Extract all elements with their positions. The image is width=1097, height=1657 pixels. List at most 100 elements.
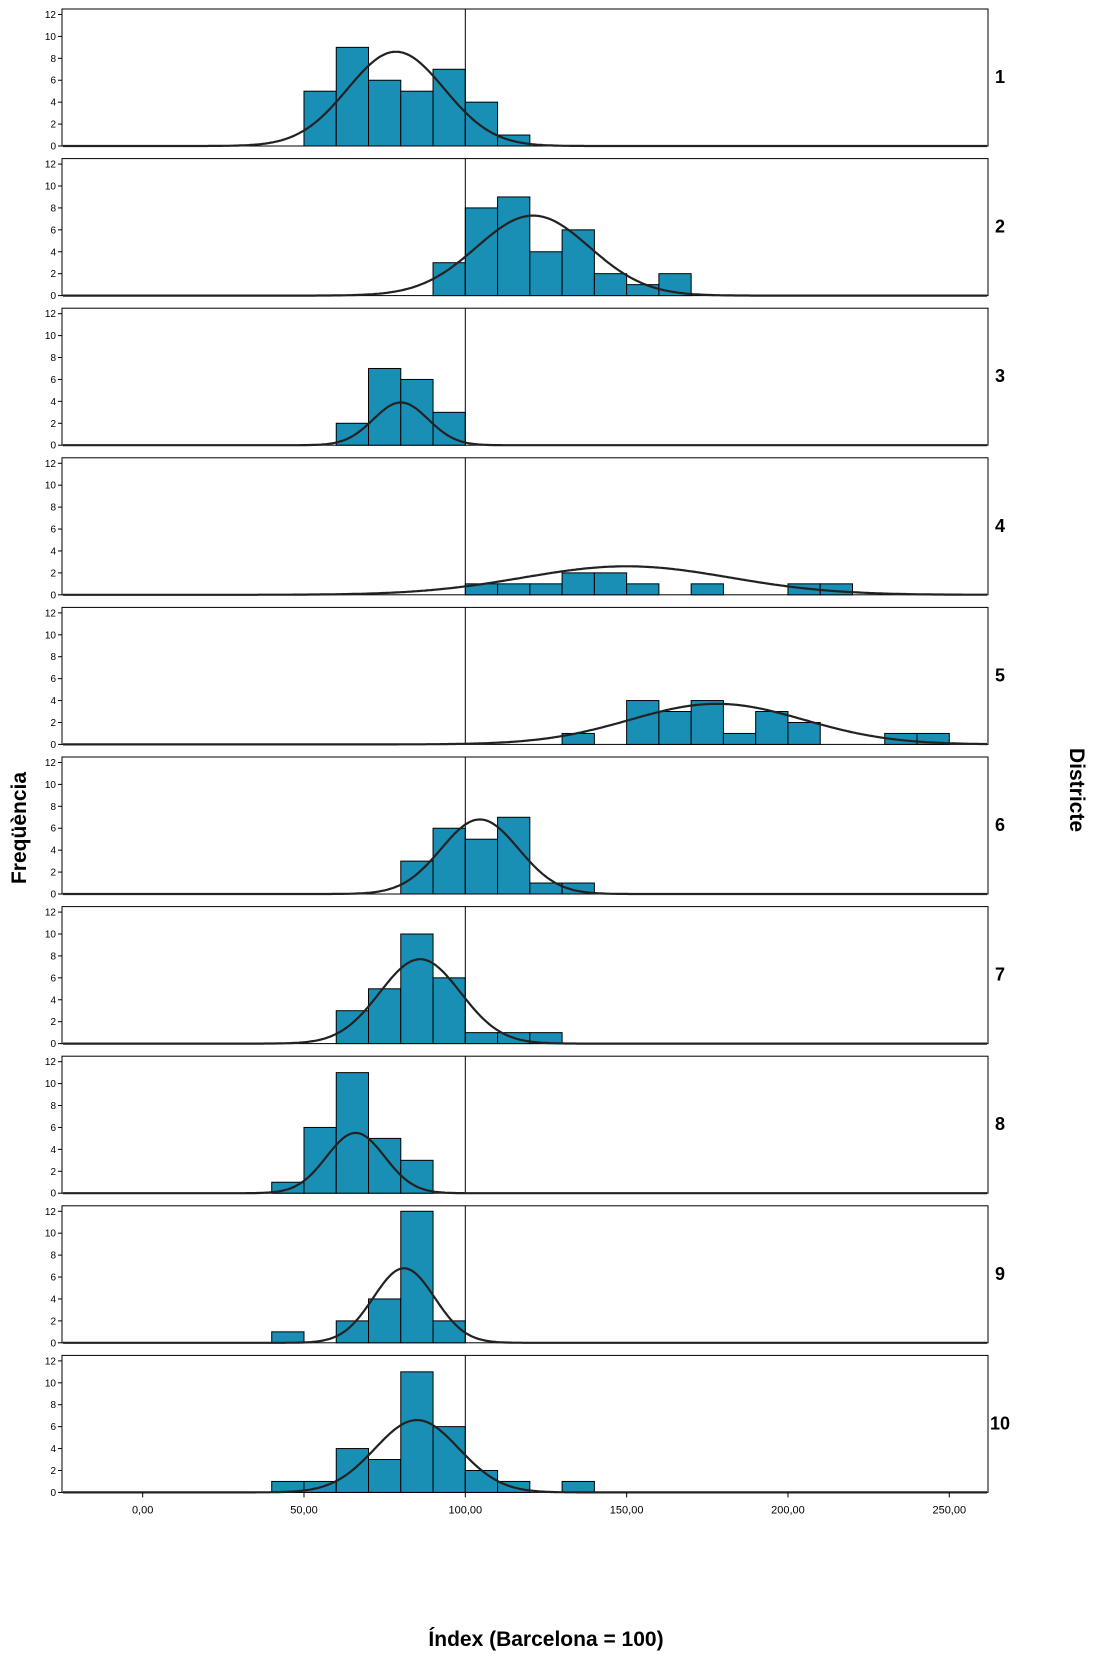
y-tick-label: 6	[50, 1123, 56, 1134]
y-tick-label: 8	[50, 203, 56, 214]
histogram-bar	[464, 1469, 499, 1493]
histogram-bar	[561, 882, 595, 895]
panel-3: 0 2 4 6 8 10 12 3	[45, 307, 1005, 452]
histogram-bar	[690, 583, 724, 596]
y-tick-label: 2	[50, 120, 56, 131]
histogram-bar	[755, 711, 789, 745]
panel-2: 0 2 4 6 8 10 12 2	[45, 158, 1005, 302]
panel-frame	[61, 1205, 989, 1344]
histogram-bar	[368, 367, 402, 446]
y-tick-label: 2	[50, 718, 56, 729]
panel-frame	[61, 457, 989, 596]
facet-title: Districte	[1065, 748, 1088, 832]
histogram-bar	[303, 1126, 337, 1194]
histogram-bar	[593, 273, 628, 297]
y-tick-label: 8	[50, 1101, 56, 1112]
x-tick-label: 150,00	[610, 1504, 644, 1516]
y-tick-label: 2	[50, 419, 56, 430]
histogram-bar	[432, 262, 466, 297]
normal-curve	[63, 702, 988, 746]
histogram-bar	[658, 711, 692, 745]
y-tick-label: 0	[50, 142, 56, 153]
histogram-bar	[497, 196, 531, 297]
y-tick-label: 0	[50, 1488, 56, 1499]
histogram-bar	[271, 1331, 305, 1344]
y-tick-label: 4	[50, 98, 56, 109]
y-tick-label: 8	[50, 54, 56, 65]
y-tick-label: 10	[45, 930, 57, 941]
y-tick-label: 10	[45, 1378, 57, 1389]
panel-5: 0 2 4 6 8 10 12 5	[45, 606, 1005, 751]
y-tick-label: 4	[50, 995, 56, 1006]
panel-label: 9	[995, 1264, 1005, 1284]
y-tick-label: 4	[50, 247, 56, 258]
y-tick-label: 0	[50, 590, 56, 601]
histogram-bar	[464, 838, 499, 895]
y-tick-label: 6	[50, 375, 56, 386]
y-tick-label: 0	[50, 1189, 56, 1200]
y-tick-label: 6	[50, 824, 56, 835]
x-tick-label: 0,00	[132, 1504, 153, 1516]
histogram-bar	[400, 933, 434, 1045]
y-tick-label: 0	[50, 441, 56, 452]
panels-layer: 0246810121024681012202468101230246810124…	[45, 8, 1010, 1499]
y-tick-label: 6	[50, 973, 56, 984]
y-tick-label: 6	[50, 1422, 56, 1433]
histogram-bar	[400, 1159, 434, 1194]
y-tick-label: 2	[50, 1167, 56, 1178]
panel-frame	[61, 906, 989, 1045]
x-axis-title: Índex (Barcelona = 100)	[428, 1628, 663, 1651]
panel-4: 0 2 4 6 8 10 12 4	[45, 457, 1005, 601]
histogram-bar	[626, 700, 660, 745]
panel-6: 0 2 4 6 8 10 12 6	[45, 756, 1005, 901]
histogram-bar	[368, 79, 402, 147]
histogram-bar	[400, 378, 434, 446]
panel-label: 2	[995, 217, 1005, 237]
y-tick-label: 2	[50, 1466, 56, 1477]
histogram-bar	[432, 1426, 466, 1493]
histogram-bar	[787, 721, 821, 745]
y-tick-label: 12	[45, 608, 57, 619]
panel-frame	[61, 1055, 989, 1194]
panel-frame	[61, 307, 989, 446]
y-tick-label: 12	[45, 309, 57, 320]
y-tick-label: 6	[50, 76, 56, 87]
panel-frame	[61, 606, 989, 745]
histogram-bar	[561, 572, 595, 596]
histogram-bar	[722, 732, 757, 745]
y-tick-label: 2	[50, 568, 56, 579]
histogram-bar	[497, 583, 531, 596]
x-tick-label: 100,00	[448, 1504, 482, 1516]
y-tick-label: 6	[50, 525, 56, 536]
y-tick-label: 4	[50, 397, 56, 408]
y-axis-title: Freqüència	[8, 772, 31, 884]
histogram-bar	[561, 229, 595, 297]
y-tick-label: 8	[50, 1251, 56, 1262]
panel-label: 10	[990, 1413, 1010, 1433]
y-tick-label: 12	[45, 160, 57, 171]
y-tick-label: 10	[45, 32, 57, 43]
y-tick-label: 10	[45, 1079, 57, 1090]
y-tick-label: 6	[50, 225, 56, 236]
y-tick-label: 10	[45, 331, 57, 342]
y-tick-label: 0	[50, 1039, 56, 1050]
y-tick-label: 12	[45, 758, 57, 769]
panel-1: 0 2 4 6 8 10 12 1	[45, 8, 1005, 153]
y-tick-label: 6	[50, 1273, 56, 1284]
histogram-bar	[368, 1137, 402, 1194]
y-tick-label: 2	[50, 868, 56, 879]
y-tick-label: 6	[50, 674, 56, 685]
normal-curve	[63, 401, 987, 447]
panel-frame	[61, 1354, 989, 1493]
histogram-bar	[690, 700, 724, 745]
panel-10: 0 2 4 6 8 10 12 10	[45, 1354, 1010, 1499]
histogram-bar	[529, 583, 563, 596]
y-tick-label: 12	[45, 10, 57, 21]
y-tick-label: 12	[45, 908, 57, 919]
normal-curve	[63, 1267, 987, 1344]
panel-label: 1	[995, 67, 1005, 87]
histogram-bar	[916, 732, 950, 745]
y-tick-label: 0	[50, 291, 56, 302]
y-tick-label: 4	[50, 546, 56, 557]
